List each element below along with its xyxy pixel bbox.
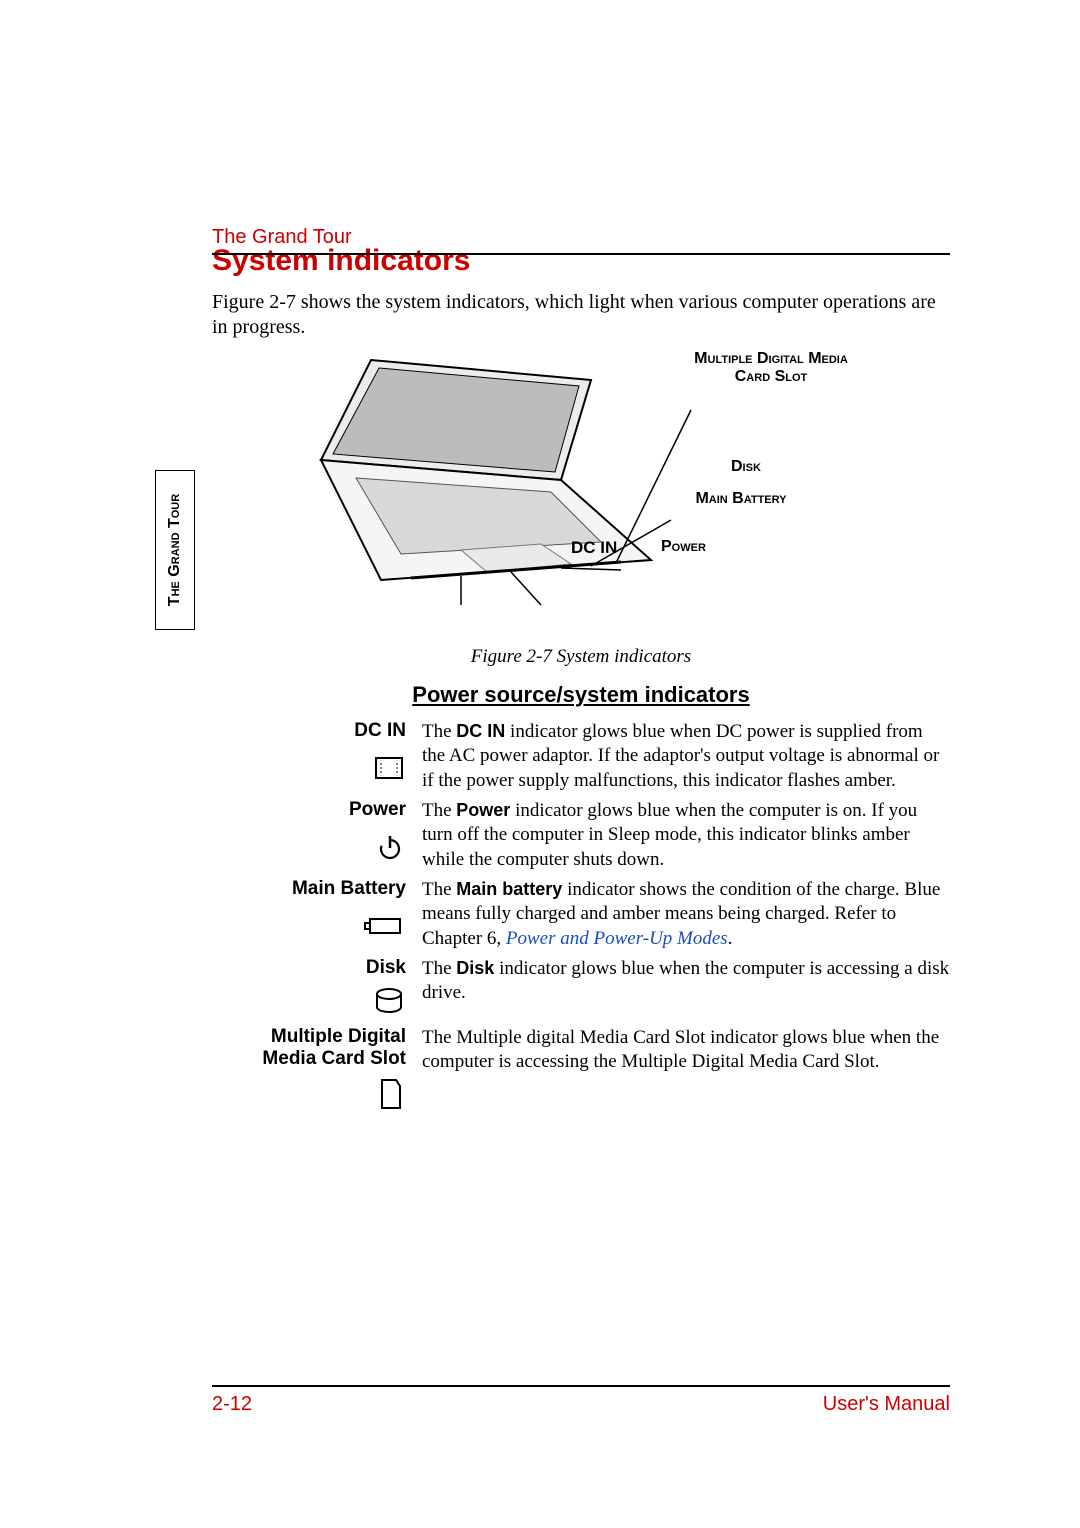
indicator-label-disk: Disk (212, 957, 422, 985)
indicator-label-power: Power (212, 799, 422, 831)
figure-label-disk: Disk (731, 458, 761, 476)
figure-label-dcin: DC IN (571, 538, 617, 558)
indicator-desc-sd: The Multiple digital Media Card Slot ind… (422, 1026, 950, 1123)
page-number: 2-12 (212, 1393, 252, 1416)
battery-icon (364, 917, 404, 935)
side-tab-label: The Grand Tour (166, 494, 183, 606)
table-row: Main Battery The Main battery indicator … (212, 878, 950, 915)
indicator-table: DC IN The DC IN indicator glows blue whe… (212, 720, 950, 1123)
table-row: Power The Power indicator glows blue whe… (212, 799, 950, 831)
table-row: Multiple Digital Media Card Slot The Mul… (212, 1026, 950, 1076)
power-modes-link[interactable]: Power and Power-Up Modes (506, 928, 728, 949)
table-row: DC IN The DC IN indicator glows blue whe… (212, 720, 950, 754)
indicator-label-sd: Multiple Digital Media Card Slot (212, 1026, 422, 1076)
chapter-header: The Grand Tour (212, 226, 950, 255)
indicator-desc-power: The Power indicator glows blue when the … (422, 799, 950, 878)
sub-heading: Power source/system indicators (212, 682, 950, 708)
indicator-label-battery: Main Battery (212, 878, 422, 915)
figure-label-multi: Multiple Digital Media Card Slot (681, 350, 861, 387)
figure-caption: Figure 2-7 System indicators (212, 646, 950, 668)
indicator-label-dcin: DC IN (212, 720, 422, 754)
disk-icon (374, 987, 404, 1015)
section-intro: Figure 2-7 shows the system indicators, … (212, 290, 950, 340)
sd-card-icon (378, 1078, 404, 1112)
side-tab: The Grand Tour (155, 470, 195, 630)
figure-label-power: Power (661, 538, 706, 556)
page-footer: 2-12 User's Manual (212, 1385, 950, 1416)
table-row: Disk The Disk indicator glows blue when … (212, 957, 950, 985)
power-icon (376, 833, 404, 861)
chapter-title: The Grand Tour (212, 226, 352, 248)
laptop-drawing (261, 350, 721, 610)
manual-label: User's Manual (823, 1393, 950, 1416)
indicator-desc-battery: The Main battery indicator shows the con… (422, 878, 950, 957)
figure: Multiple Digital Media Card Slot Disk Ma… (261, 350, 901, 630)
indicator-desc-dcin: The DC IN indicator glows blue when DC p… (422, 720, 950, 799)
figure-label-battery: Main Battery (681, 490, 801, 508)
indicator-desc-disk: The Disk indicator glows blue when the c… (422, 957, 950, 1026)
dc-in-icon (374, 756, 404, 780)
